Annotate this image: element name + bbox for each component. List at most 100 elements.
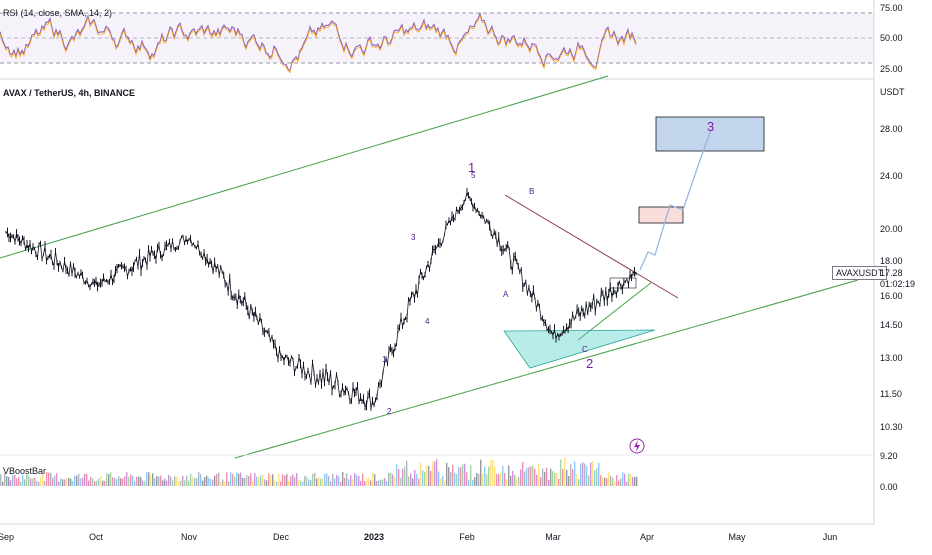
wave-label-3-major: 3 [707, 119, 714, 134]
volume-bar [310, 480, 312, 486]
volume-bar [228, 481, 230, 486]
upper-channel-line[interactable] [0, 75, 609, 259]
volume-bar [206, 475, 208, 486]
wave-label-1-minor: 1 [382, 355, 387, 364]
volume-bar [626, 481, 628, 486]
volume-bar [166, 480, 168, 486]
volume-bar [240, 472, 242, 486]
volume-bar [242, 478, 244, 486]
volume-bar [258, 476, 260, 486]
volume-bar [196, 478, 198, 486]
volume-bar [296, 472, 298, 486]
price-series [5, 188, 637, 411]
volume-bar [466, 472, 468, 486]
volume-bar [558, 478, 560, 486]
volume-bar [62, 479, 64, 486]
volume-bar [146, 472, 148, 486]
volume-bar [300, 480, 302, 486]
month-apr: Apr [639, 532, 655, 542]
volume-bar [74, 475, 76, 486]
volume-bar [294, 477, 296, 486]
volume-bar [54, 475, 56, 486]
volume-bar [574, 461, 576, 486]
volume-bar [436, 459, 438, 486]
volume-bar [516, 477, 518, 486]
wave-2-target-zone[interactable] [503, 329, 656, 369]
ticker-tag[interactable]: AVAXUSDT [832, 266, 888, 280]
volume-bar [570, 464, 572, 486]
volume-bar [562, 468, 564, 486]
volume-bar [278, 473, 280, 486]
volume-bar [394, 476, 396, 486]
volume-bar [460, 467, 462, 486]
volume-bar [502, 466, 504, 486]
volume-bar [284, 475, 286, 486]
volume-bar [184, 480, 186, 486]
volume-bar [554, 473, 556, 486]
wave-label-a: A [503, 290, 509, 299]
wave-label-c: C [582, 345, 588, 354]
volume-bar [358, 476, 360, 486]
volume-bar [4, 472, 6, 486]
volume-bar [170, 476, 172, 486]
volume-bar [148, 472, 150, 486]
volume-bar [84, 473, 86, 486]
volume-bar [452, 464, 454, 486]
lower-channel-line[interactable] [234, 279, 859, 459]
resistance-zone-box[interactable] [638, 206, 684, 224]
volume-bar [344, 477, 346, 486]
volume-bar [286, 474, 288, 486]
price-tick: 10.30 [880, 422, 903, 432]
price-tick: 9.20 [880, 451, 898, 461]
volume-bar [20, 481, 22, 486]
volume-bar [120, 478, 122, 486]
volume-bar [496, 473, 498, 486]
volume-bar [260, 475, 262, 486]
volume-bar [482, 473, 484, 486]
projection-path[interactable] [639, 129, 712, 271]
volume-bar [596, 468, 598, 486]
month-2023: 2023 [363, 532, 385, 542]
volume-bar [468, 479, 470, 486]
volume-bar [348, 479, 350, 486]
volume-bar [96, 480, 98, 486]
volume-bar [396, 464, 398, 486]
volume-bar [326, 473, 328, 486]
volume-bar [484, 466, 486, 486]
price-tick: 14.50 [880, 320, 903, 330]
volume-bar [380, 479, 382, 486]
volume-bar [410, 473, 412, 486]
volume-bar [174, 476, 176, 486]
volume-bar [22, 474, 24, 486]
volume-bar [68, 477, 70, 486]
volume-bar [454, 472, 456, 486]
volume-bar [584, 463, 586, 486]
volume-bar [18, 477, 20, 486]
price-tick: 20.00 [880, 224, 903, 234]
volume-bar [498, 474, 500, 486]
volume-bar [556, 472, 558, 486]
volume-bar [518, 476, 520, 486]
volume-bar [304, 475, 306, 486]
volume-bar [318, 477, 320, 486]
volume-bar [100, 476, 102, 486]
rsi-tick-25: 25.00 [880, 64, 903, 74]
volume-bar [98, 478, 100, 486]
volume-bar [36, 480, 38, 486]
volume-bar [504, 472, 506, 486]
resistance-line[interactable] [504, 194, 679, 299]
volume-bar [80, 478, 82, 486]
volume-bar [58, 481, 60, 486]
volume-bar [238, 473, 240, 486]
volume-bar [106, 472, 108, 486]
rsi-line [0, 11, 637, 72]
volume-bar [200, 473, 202, 486]
volume-bar [390, 472, 392, 486]
volume-bar [88, 480, 90, 486]
volume-bar [272, 474, 274, 486]
volume-bar [618, 480, 620, 486]
volume-bar [568, 476, 570, 486]
volume-bar [472, 479, 474, 486]
volume-bar [362, 473, 364, 486]
